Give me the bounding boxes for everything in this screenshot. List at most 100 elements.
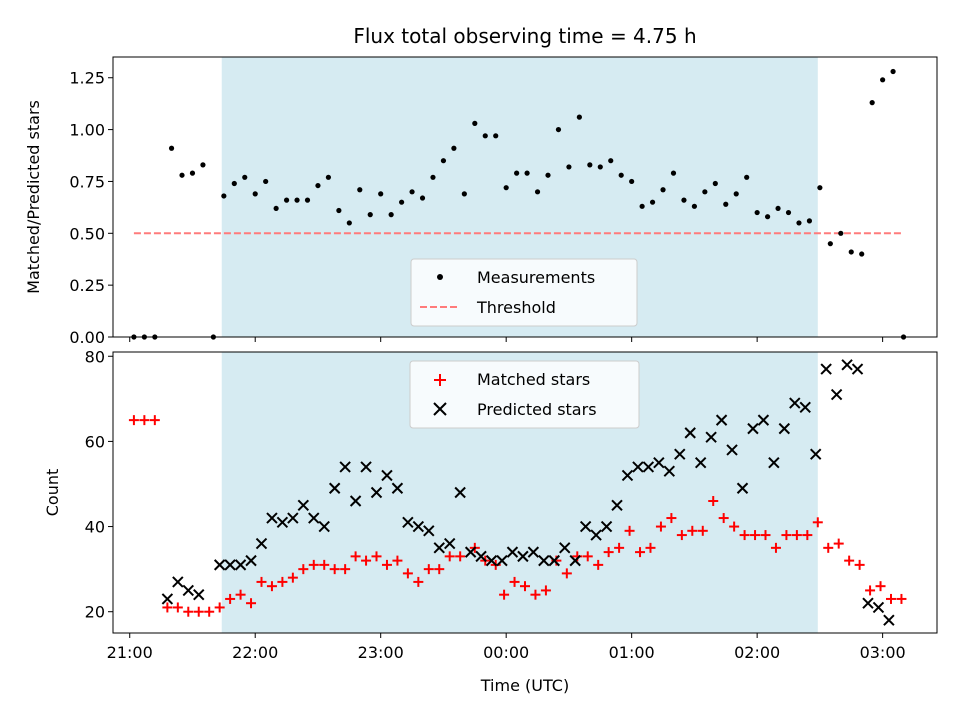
matched-star-point — [781, 530, 792, 541]
predicted-star-stroke — [862, 597, 874, 609]
predicted-star-point — [360, 461, 372, 473]
predicted-star-point — [851, 363, 864, 375]
predicted-star-stroke — [402, 516, 414, 529]
predicted-star-stroke — [527, 546, 540, 558]
ratio-y-axis-label: Matched/Predicted stars — [24, 100, 43, 294]
measurement-point — [587, 162, 593, 168]
matched-star-point — [624, 525, 635, 536]
predicted-star-point — [506, 546, 519, 558]
y-tick-label: 0.25 — [69, 276, 105, 295]
legend-measurements-label: Measurements — [477, 268, 595, 287]
predicted-star-stroke — [809, 448, 822, 460]
measurement-point — [608, 158, 614, 164]
measurement-point — [472, 120, 478, 126]
predicted-star-stroke — [517, 550, 529, 563]
predicted-star-point — [694, 456, 707, 469]
matched-star-point — [381, 559, 392, 570]
predicted-star-point — [161, 593, 174, 605]
measurement-point — [482, 133, 488, 139]
predicted-star-point — [485, 554, 498, 567]
matched-star-point — [413, 576, 424, 587]
measurement-point — [357, 187, 363, 193]
predicted-star-stroke — [569, 554, 581, 567]
matched-star-point — [183, 606, 194, 617]
count-panel-frame — [112, 351, 938, 634]
measurement-point — [503, 185, 509, 191]
legend-box — [409, 360, 640, 429]
predicted-star-stroke — [820, 363, 832, 375]
y-tick-label: 80 — [85, 347, 105, 366]
matched-star-point — [812, 517, 823, 528]
matched-star-point — [791, 530, 802, 541]
matched-star-point — [371, 551, 382, 562]
predicted-star-stroke — [485, 554, 498, 567]
x-tick-label: 00:00 — [483, 643, 529, 662]
predicted-star-stroke — [349, 495, 362, 507]
matched-star-point — [739, 530, 750, 541]
measurement-point — [817, 185, 823, 191]
predicted-star-stroke — [600, 520, 613, 533]
measurement-point — [660, 187, 666, 193]
matched-star-point — [235, 589, 246, 600]
predicted-star-point — [548, 554, 560, 567]
predicted-star-stroke — [747, 422, 759, 435]
predicted-star-point — [297, 499, 310, 511]
predicted-star-stroke — [423, 525, 435, 537]
predicted-star-point — [538, 554, 550, 567]
predicted-star-stroke — [475, 550, 487, 563]
predicted-star-point — [820, 363, 832, 375]
measurement-point — [806, 218, 813, 224]
predicted-star-stroke — [841, 359, 853, 371]
measurement-point — [294, 197, 300, 203]
matched-star-point — [655, 521, 666, 532]
y-tick-label: 20 — [85, 603, 105, 622]
matched-star-point — [402, 568, 413, 579]
predicted-star-stroke — [213, 559, 226, 571]
measurement-point — [440, 158, 447, 164]
measurement-point — [388, 212, 394, 218]
x-tick-label: 02:00 — [734, 643, 780, 662]
matched-star-point — [319, 559, 330, 570]
predicted-star-point — [799, 401, 811, 414]
matched-star-point — [896, 593, 907, 604]
matched-star-point — [750, 530, 761, 541]
measurement-point — [419, 195, 426, 201]
predicted-star-stroke — [161, 593, 174, 605]
measurement-point — [723, 201, 729, 207]
legend-predicted-label: Predicted stars — [477, 400, 597, 419]
predicted-star-point — [370, 486, 383, 499]
predicted-star-stroke — [611, 499, 623, 511]
measurement-point — [179, 172, 185, 178]
matched-star-point — [614, 542, 625, 553]
predicted-star-stroke — [245, 554, 257, 567]
y-tick-label: 1.25 — [69, 69, 105, 88]
matched-star-point — [225, 593, 236, 604]
matched-star-point — [329, 564, 340, 575]
matched-star-point — [308, 559, 319, 570]
matched-star-point — [833, 538, 844, 549]
measurement-point — [744, 174, 750, 180]
predicted-star-point — [412, 520, 425, 533]
predicted-star-stroke — [621, 469, 634, 482]
predicted-star-stroke — [799, 401, 811, 414]
matched-star-point — [687, 525, 698, 536]
legend-matched-label: Matched stars — [477, 370, 590, 389]
predicted-star-stroke — [454, 486, 466, 499]
predicted-star-stroke — [360, 461, 372, 473]
predicted-star-stroke — [328, 482, 341, 494]
x-tick-label: 23:00 — [358, 643, 404, 662]
measurement-point — [189, 170, 196, 176]
measurement-point — [200, 162, 206, 168]
predicted-star-stroke — [559, 542, 571, 554]
predicted-star-point — [287, 512, 299, 524]
measurement-point — [283, 197, 290, 203]
predicted-star-stroke — [339, 461, 351, 473]
predicted-star-stroke — [370, 486, 383, 499]
measurement-point — [252, 191, 258, 197]
predicted-star-stroke — [433, 542, 445, 554]
x-tick-label: 22:00 — [232, 643, 278, 662]
predicted-star-point — [255, 537, 268, 550]
measurement-point — [629, 178, 635, 185]
measurement-point — [555, 126, 562, 133]
matched-star-point — [823, 542, 834, 553]
